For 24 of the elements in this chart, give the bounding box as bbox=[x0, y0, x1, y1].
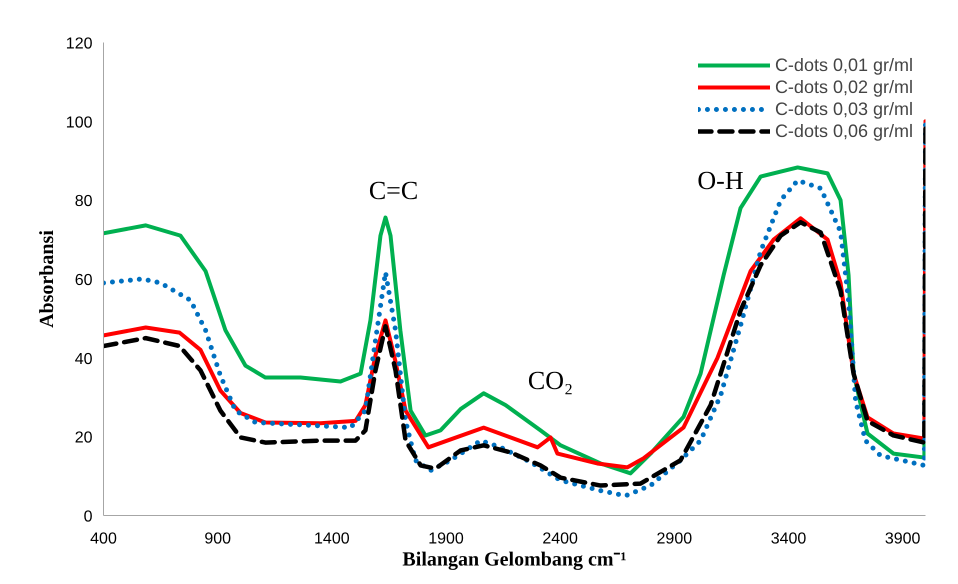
y-tick-label: 20 bbox=[74, 430, 93, 447]
x-tick-label: 400 bbox=[90, 530, 117, 548]
x-axis-title: Bilangan Gelombang cm⁻¹ bbox=[402, 548, 627, 570]
legend-label: C-dots 0,03 gr/ml bbox=[774, 98, 913, 120]
x-tick-label: 2900 bbox=[656, 530, 692, 548]
annotation: C=C bbox=[368, 176, 418, 205]
legend-label: C-dots 0,02 gr/ml bbox=[774, 76, 913, 98]
annotation: CO₂ bbox=[528, 366, 574, 395]
x-tick-label: 1400 bbox=[314, 530, 350, 548]
x-tick-label: 1900 bbox=[428, 530, 464, 548]
y-axis-title: Absorbansi bbox=[36, 230, 58, 328]
legend-label: C-dots 0,06 gr/ml bbox=[774, 120, 913, 142]
y-tick-label: 0 bbox=[84, 508, 93, 526]
y-tick-label: 100 bbox=[66, 114, 93, 132]
y-tick-label: 60 bbox=[74, 272, 93, 289]
x-tick-label: 900 bbox=[204, 530, 232, 548]
x-tick-label: 3400 bbox=[770, 530, 806, 548]
y-tick-label: 120 bbox=[66, 36, 93, 52]
annotation: O-H bbox=[697, 166, 744, 195]
x-tick-label: 2400 bbox=[542, 530, 578, 548]
x-tick-label: 3900 bbox=[884, 530, 921, 548]
legend-label: C-dots 0,01 gr/ml bbox=[774, 54, 913, 76]
y-tick-label: 40 bbox=[74, 350, 93, 368]
y-tick-label: 80 bbox=[74, 193, 93, 210]
